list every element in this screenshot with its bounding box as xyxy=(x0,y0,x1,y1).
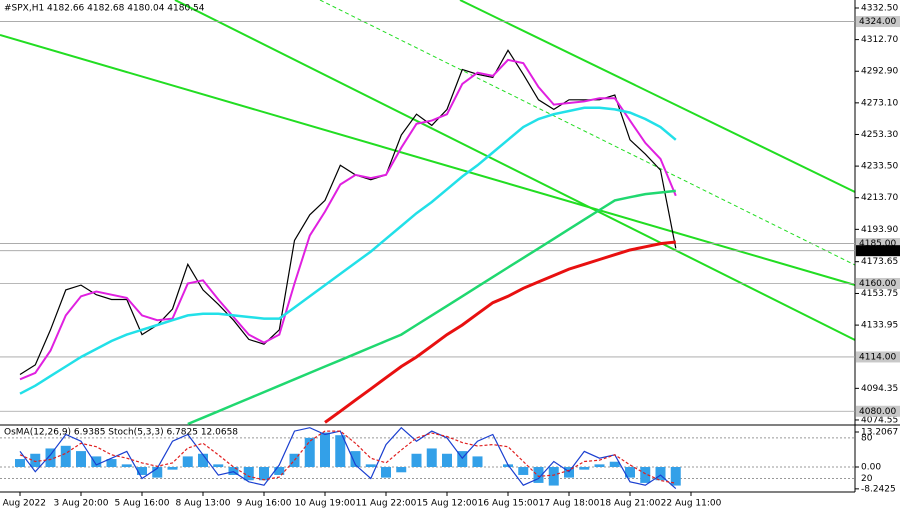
x-tick-label: 17 Aug 18:00 xyxy=(539,499,600,509)
y2-tick-label: 20 xyxy=(861,474,873,484)
level-label: 4324.00 xyxy=(859,17,896,27)
x-tick-label: 8 Aug 13:00 xyxy=(176,499,231,509)
oscillator-title: OsMA(12,26,9) 6.9385 Stoch(5,3,3) 6.7825… xyxy=(4,428,238,438)
histogram-bar xyxy=(579,467,590,470)
histogram-bar xyxy=(106,459,117,468)
y-tick-label: 4332.50 xyxy=(861,3,898,13)
histogram-bar xyxy=(91,456,102,468)
y-tick-label: 4094.35 xyxy=(861,384,898,394)
histogram-bar xyxy=(640,467,651,483)
oscillator-panel: 13.2067 0.00 -8.2425 80 20 xyxy=(0,426,898,494)
histogram-bar xyxy=(213,464,224,468)
x-tick-label: 11 Aug 22:00 xyxy=(356,499,417,509)
x-tick-label: 9 Aug 16:00 xyxy=(237,499,292,509)
price-panel: 4332.50 4312.70 4292.90 4273.10 4253.30 4233.… xyxy=(0,3,900,509)
y-tick-label: -8.2425 xyxy=(861,484,896,494)
level-label: 4080.00 xyxy=(859,407,896,417)
histogram-bar xyxy=(137,467,147,475)
histogram-bar xyxy=(365,464,376,468)
histogram-bar xyxy=(30,453,41,468)
histogram-bar xyxy=(396,467,407,473)
series-line xyxy=(19,49,677,376)
y-tick-label: 13.2067 xyxy=(861,428,898,438)
y-tick-label: 4153.75 xyxy=(861,289,898,299)
histogram-bar xyxy=(381,467,391,478)
histogram-bar xyxy=(152,467,163,478)
y-tick-label: 4133.95 xyxy=(861,321,898,331)
level-label-bg xyxy=(856,405,900,417)
series-line xyxy=(19,426,677,490)
histogram-bar xyxy=(320,432,330,468)
level-label: 4180.54 xyxy=(859,246,896,256)
y-tick-label: 4213.70 xyxy=(861,193,898,203)
histogram-bar xyxy=(76,451,86,468)
histogram-bar xyxy=(625,467,635,478)
histogram-bar xyxy=(533,467,544,483)
histogram-bar xyxy=(15,459,25,468)
series-line xyxy=(19,430,676,484)
x-tick-label: 18 Aug 21:00 xyxy=(600,499,661,509)
y-tick-label: 4233.50 xyxy=(861,162,898,172)
histogram-bar xyxy=(670,467,681,486)
y-tick-label: 4292.90 xyxy=(861,67,898,77)
histogram-bar xyxy=(45,448,56,468)
histogram-bar xyxy=(518,467,529,475)
histogram-bar xyxy=(228,467,239,475)
y-tick-label: 4173.65 xyxy=(861,257,898,267)
level-label: 4160.00 xyxy=(859,279,896,289)
y2-tick-label: 80 xyxy=(861,433,873,443)
histogram-bar xyxy=(411,453,422,468)
series-line xyxy=(324,240,676,424)
series-line xyxy=(19,106,677,395)
histogram-bar xyxy=(548,467,559,486)
y-tick-label: 4312.70 xyxy=(861,35,898,45)
level-label: 4114.00 xyxy=(859,352,896,362)
y-tick-label: 4273.10 xyxy=(861,98,898,108)
histogram-bar xyxy=(259,467,269,481)
x-tick-label: 16 Aug 15:00 xyxy=(478,499,539,509)
y-tick-label: 4253.30 xyxy=(861,130,898,140)
chart-title: #SPX,H1 4182.66 4182.68 4180.04 4180.54 xyxy=(4,4,205,14)
histogram-bar xyxy=(350,451,361,468)
level-label-bg xyxy=(856,238,900,250)
histogram-bar xyxy=(609,461,620,468)
histogram-bar xyxy=(442,453,452,468)
y-tick-label: 4193.90 xyxy=(861,225,898,235)
histogram-bar xyxy=(426,448,437,468)
x-tick-label: 15 Aug 12:00 xyxy=(417,499,478,509)
histogram-bar xyxy=(121,464,132,468)
x-tick-label: 3 Aug 20:00 xyxy=(54,499,109,509)
y-tick-label: 0.00 xyxy=(861,463,881,473)
histogram-bar xyxy=(335,435,346,468)
level-label-bg xyxy=(856,351,900,363)
histogram-bar xyxy=(594,464,605,468)
histogram-bar xyxy=(472,456,483,468)
histogram-bar xyxy=(304,437,315,468)
histogram-bar xyxy=(198,453,208,468)
level-label: 4185.00 xyxy=(859,239,896,249)
series-line xyxy=(187,189,676,426)
level-label-bg xyxy=(856,245,900,257)
histogram-bar xyxy=(243,467,254,481)
trend-line-dashed xyxy=(319,0,856,266)
histogram-bar xyxy=(167,467,178,470)
histogram-bar xyxy=(655,467,666,481)
series-line xyxy=(19,58,677,381)
x-tick-label: 22 Aug 11:00 xyxy=(661,499,722,509)
x-tick-label: 5 Aug 16:00 xyxy=(115,499,170,509)
x-tick-label: 10 Aug 19:00 xyxy=(295,499,356,509)
trend-line xyxy=(459,0,856,193)
level-label-bg xyxy=(856,16,900,28)
histogram-bar xyxy=(60,445,71,468)
level-label-bg xyxy=(856,277,900,289)
histogram-bar xyxy=(182,456,193,468)
histogram-bar xyxy=(274,467,285,475)
y-tick-label: 4074.55 xyxy=(861,415,898,425)
x-tick-label: 2 Aug 2022 xyxy=(0,499,46,509)
